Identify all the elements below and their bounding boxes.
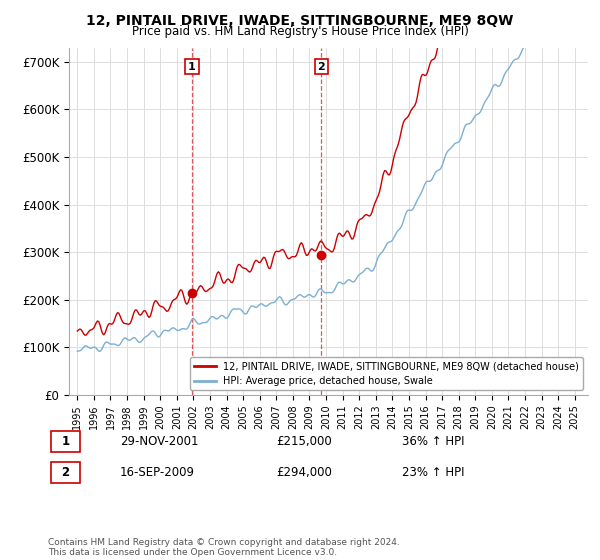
Text: Price paid vs. HM Land Registry's House Price Index (HPI): Price paid vs. HM Land Registry's House …	[131, 25, 469, 38]
Text: 23% ↑ HPI: 23% ↑ HPI	[402, 466, 464, 479]
Text: Contains HM Land Registry data © Crown copyright and database right 2024.
This d: Contains HM Land Registry data © Crown c…	[48, 538, 400, 557]
Text: 12, PINTAIL DRIVE, IWADE, SITTINGBOURNE, ME9 8QW: 12, PINTAIL DRIVE, IWADE, SITTINGBOURNE,…	[86, 14, 514, 28]
Text: 2: 2	[317, 62, 325, 72]
Legend: 12, PINTAIL DRIVE, IWADE, SITTINGBOURNE, ME9 8QW (detached house), HPI: Average : 12, PINTAIL DRIVE, IWADE, SITTINGBOURNE,…	[190, 357, 583, 390]
Text: £294,000: £294,000	[276, 466, 332, 479]
Text: 1: 1	[188, 62, 196, 72]
Text: 36% ↑ HPI: 36% ↑ HPI	[402, 435, 464, 449]
Text: 2: 2	[61, 466, 70, 479]
Text: 29-NOV-2001: 29-NOV-2001	[120, 435, 199, 449]
Text: £215,000: £215,000	[276, 435, 332, 449]
Text: 16-SEP-2009: 16-SEP-2009	[120, 466, 195, 479]
Text: 1: 1	[61, 435, 70, 449]
